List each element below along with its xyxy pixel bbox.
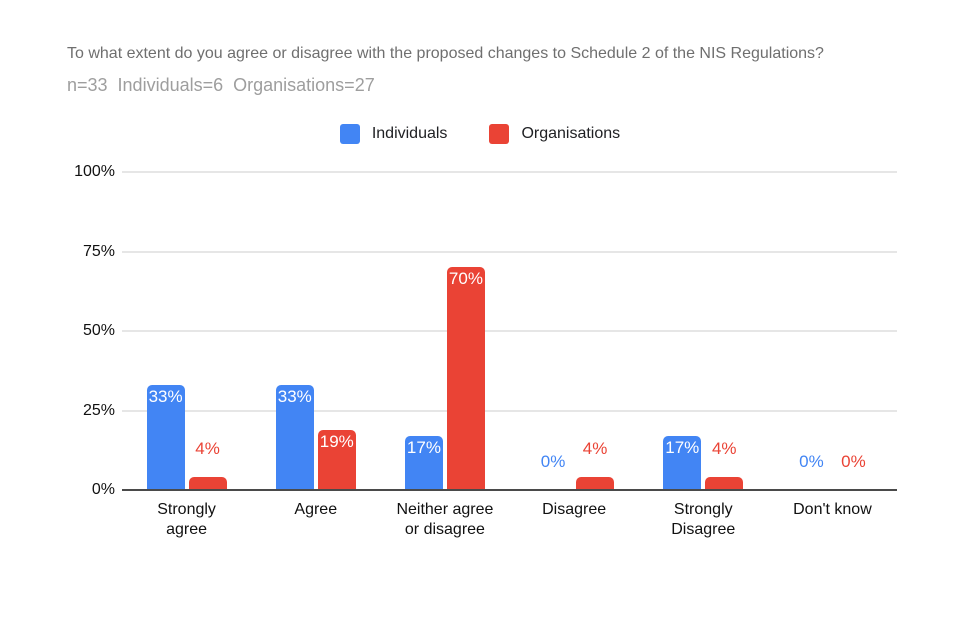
bar-slot-individuals: 33% — [275, 385, 314, 490]
organisations-bar — [576, 477, 615, 490]
individuals-bar — [404, 435, 443, 490]
y-tick-label: 50% — [82, 322, 115, 339]
individuals-bar — [663, 435, 702, 490]
y-tick-label: 75% — [82, 242, 115, 260]
individuals-bar — [275, 385, 314, 490]
bar-value-label: 33% — [148, 387, 183, 407]
bar-slot-individuals: 33% — [146, 385, 185, 490]
organisations-bar — [317, 429, 356, 490]
bar-value-label: 70% — [448, 269, 483, 289]
chart-subtitle: n=33 Individuals=6 Organisations=27 — [67, 75, 375, 95]
bar-slot-individuals: 17% — [404, 435, 443, 490]
gridline-75% — [122, 250, 897, 253]
x-tick-label: Don't know — [793, 501, 872, 518]
chart-legend: Individuals Organisations — [0, 124, 960, 144]
legend-swatch-organisations — [489, 124, 510, 144]
y-axis: 0% 25% 50% 75% 100% — [40, 163, 115, 498]
x-axis: Strongly agree Agree Neither agree or disa… — [122, 500, 897, 540]
x-axis-line — [122, 489, 897, 491]
bar-value-label: 17% — [665, 437, 700, 457]
title-block: To what extent do you agree or disagree … — [67, 44, 867, 96]
bar-group: 0% 4% — [510, 172, 639, 490]
y-tick-label: 0% — [91, 481, 115, 498]
legend-item-individuals: Individuals — [339, 124, 448, 144]
bar-group: 17% 70% — [380, 172, 509, 490]
bar-value-label: 4% — [195, 439, 220, 459]
bar-value-label: 0% — [841, 452, 866, 471]
bar-slot-organisations: 4% — [576, 439, 615, 490]
gridline-25% — [122, 409, 897, 412]
organisations-bar — [705, 477, 744, 490]
gridline-100% — [122, 171, 897, 173]
bar-slot-organisations: 4% — [188, 439, 227, 490]
individuals-bar — [146, 385, 185, 490]
bar-group: 33% 19% — [251, 172, 380, 490]
bar-group: 0% 0% — [768, 172, 897, 490]
bar-group: 17% 4% — [639, 172, 768, 490]
legend-item-organisations: Organisations — [489, 124, 620, 144]
y-tick-label: 25% — [82, 401, 115, 419]
bar-value-label: 19% — [319, 431, 354, 451]
bar-group: 33% 4% — [122, 172, 251, 490]
bar-slot-organisations: 70% — [446, 267, 485, 490]
legend-swatch-individuals — [339, 124, 360, 144]
bar-value-label: 0% — [540, 452, 566, 471]
legend-label: Organisations — [521, 125, 621, 142]
x-tick-label: Agree — [294, 501, 338, 518]
bar-value-label: 0% — [799, 452, 824, 471]
bar-slot-organisations: 4% — [705, 439, 744, 490]
x-tick-label: Neither agree or disagree — [396, 501, 494, 538]
bar-groups: 33% 4% 33% 19% 17% 70% 0% 4% 17% 4% 0% 0% — [122, 172, 897, 490]
plot-area: 33% 4% 33% 19% 17% 70% 0% 4% 17% 4% 0% 0% — [122, 171, 897, 491]
chart-title: To what extent do you agree or disagree … — [67, 45, 824, 62]
bar-value-label: 17% — [406, 437, 441, 457]
y-tick-label: 100% — [74, 163, 115, 180]
bar-value-label: 4% — [711, 439, 737, 459]
organisations-bar — [446, 267, 485, 490]
x-tick-label: Strongly agree — [157, 501, 216, 538]
bar-value-label: 33% — [277, 387, 312, 407]
x-tick-label: Strongly Disagree — [671, 501, 736, 538]
organisations-bar — [188, 477, 227, 490]
legend-label: Individuals — [371, 125, 448, 142]
bar-slot-organisations: 19% — [317, 429, 356, 490]
bar-slot-individuals: 17% — [663, 435, 702, 490]
bar-value-label: 4% — [582, 439, 608, 459]
x-tick-label: Disagree — [542, 501, 607, 518]
gridline-50% — [122, 330, 897, 332]
